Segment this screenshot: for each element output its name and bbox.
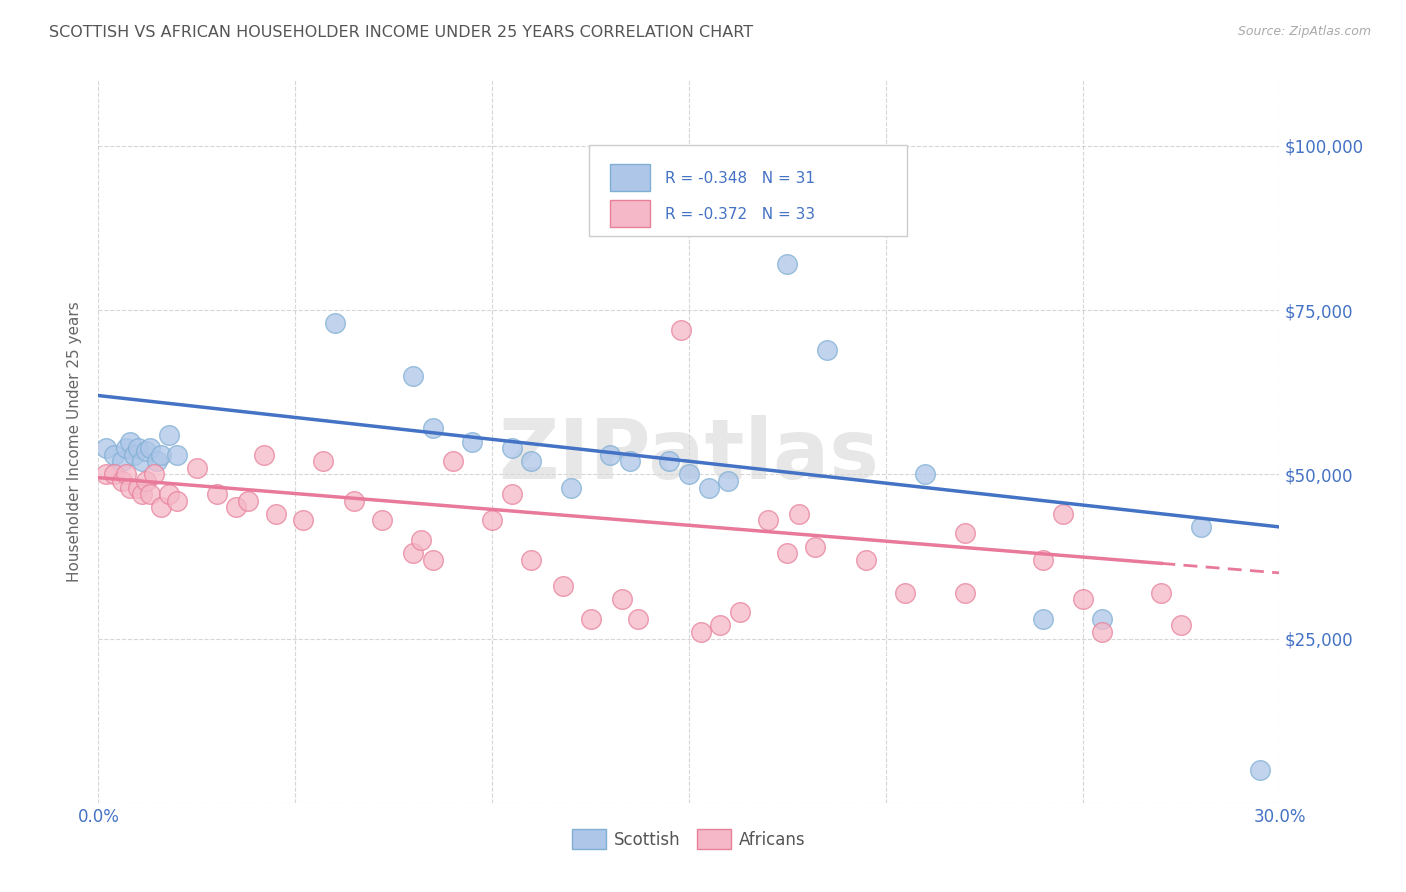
Point	[855, 553, 877, 567]
Point	[1189, 520, 1212, 534]
Point	[501, 487, 523, 501]
Point	[157, 487, 180, 501]
Point	[146, 454, 169, 468]
Point	[138, 487, 160, 501]
Point	[669, 323, 692, 337]
Point	[804, 540, 827, 554]
Point	[411, 533, 433, 547]
Point	[501, 441, 523, 455]
Point	[127, 481, 149, 495]
Point	[312, 454, 335, 468]
Point	[103, 448, 125, 462]
Legend: Scottish, Africans: Scottish, Africans	[565, 822, 813, 856]
Point	[717, 474, 740, 488]
Point	[115, 441, 138, 455]
Point	[225, 500, 247, 515]
Point	[1071, 592, 1094, 607]
Point	[619, 454, 641, 468]
Point	[709, 618, 731, 632]
Y-axis label: Householder Income Under 25 years: Householder Income Under 25 years	[67, 301, 83, 582]
Point	[627, 612, 650, 626]
Point	[150, 500, 173, 515]
Point	[776, 546, 799, 560]
Point	[1091, 625, 1114, 640]
Point	[756, 513, 779, 527]
Point	[579, 612, 602, 626]
Point	[787, 507, 810, 521]
Point	[96, 467, 118, 482]
Point	[292, 513, 315, 527]
Point	[157, 428, 180, 442]
Point	[422, 553, 444, 567]
Point	[135, 444, 157, 458]
Point	[914, 467, 936, 482]
Point	[205, 487, 228, 501]
Point	[402, 546, 425, 560]
Point	[953, 585, 976, 599]
Point	[115, 467, 138, 482]
Point	[111, 454, 134, 468]
Point	[560, 481, 582, 495]
Text: R = -0.372   N = 33: R = -0.372 N = 33	[665, 207, 815, 222]
Point	[186, 460, 208, 475]
Text: R = -0.348   N = 31: R = -0.348 N = 31	[665, 171, 815, 186]
Point	[1249, 763, 1271, 777]
Point	[689, 625, 711, 640]
Point	[127, 441, 149, 455]
Point	[166, 448, 188, 462]
Point	[520, 454, 543, 468]
Point	[236, 493, 259, 508]
Point	[1150, 585, 1173, 599]
Point	[1170, 618, 1192, 632]
Point	[728, 605, 751, 619]
Point	[343, 493, 366, 508]
Text: Source: ZipAtlas.com: Source: ZipAtlas.com	[1237, 25, 1371, 38]
Point	[610, 592, 633, 607]
Point	[953, 526, 976, 541]
FancyBboxPatch shape	[610, 201, 650, 227]
Point	[103, 467, 125, 482]
Point	[118, 434, 141, 449]
Point	[441, 454, 464, 468]
Point	[481, 513, 503, 527]
Point	[96, 441, 118, 455]
Point	[142, 467, 165, 482]
Point	[776, 257, 799, 271]
Point	[131, 454, 153, 468]
Point	[118, 481, 141, 495]
Point	[1052, 507, 1074, 521]
Point	[135, 474, 157, 488]
Point	[166, 493, 188, 508]
FancyBboxPatch shape	[589, 145, 907, 235]
Point	[402, 368, 425, 383]
Point	[658, 454, 681, 468]
Point	[422, 421, 444, 435]
Point	[150, 448, 173, 462]
Point	[520, 553, 543, 567]
FancyBboxPatch shape	[610, 164, 650, 191]
Point	[371, 513, 394, 527]
Point	[323, 316, 346, 330]
Point	[815, 343, 838, 357]
Point	[131, 487, 153, 501]
Point	[678, 467, 700, 482]
Point	[599, 448, 621, 462]
Point	[1032, 612, 1054, 626]
Point	[253, 448, 276, 462]
Point	[1091, 612, 1114, 626]
Point	[461, 434, 484, 449]
Text: SCOTTISH VS AFRICAN HOUSEHOLDER INCOME UNDER 25 YEARS CORRELATION CHART: SCOTTISH VS AFRICAN HOUSEHOLDER INCOME U…	[49, 25, 754, 40]
Point	[111, 474, 134, 488]
Point	[122, 448, 145, 462]
Point	[264, 507, 287, 521]
Point	[894, 585, 917, 599]
Point	[1032, 553, 1054, 567]
Point	[138, 441, 160, 455]
Text: ZIPatlas: ZIPatlas	[499, 416, 879, 497]
Point	[551, 579, 574, 593]
Point	[697, 481, 720, 495]
